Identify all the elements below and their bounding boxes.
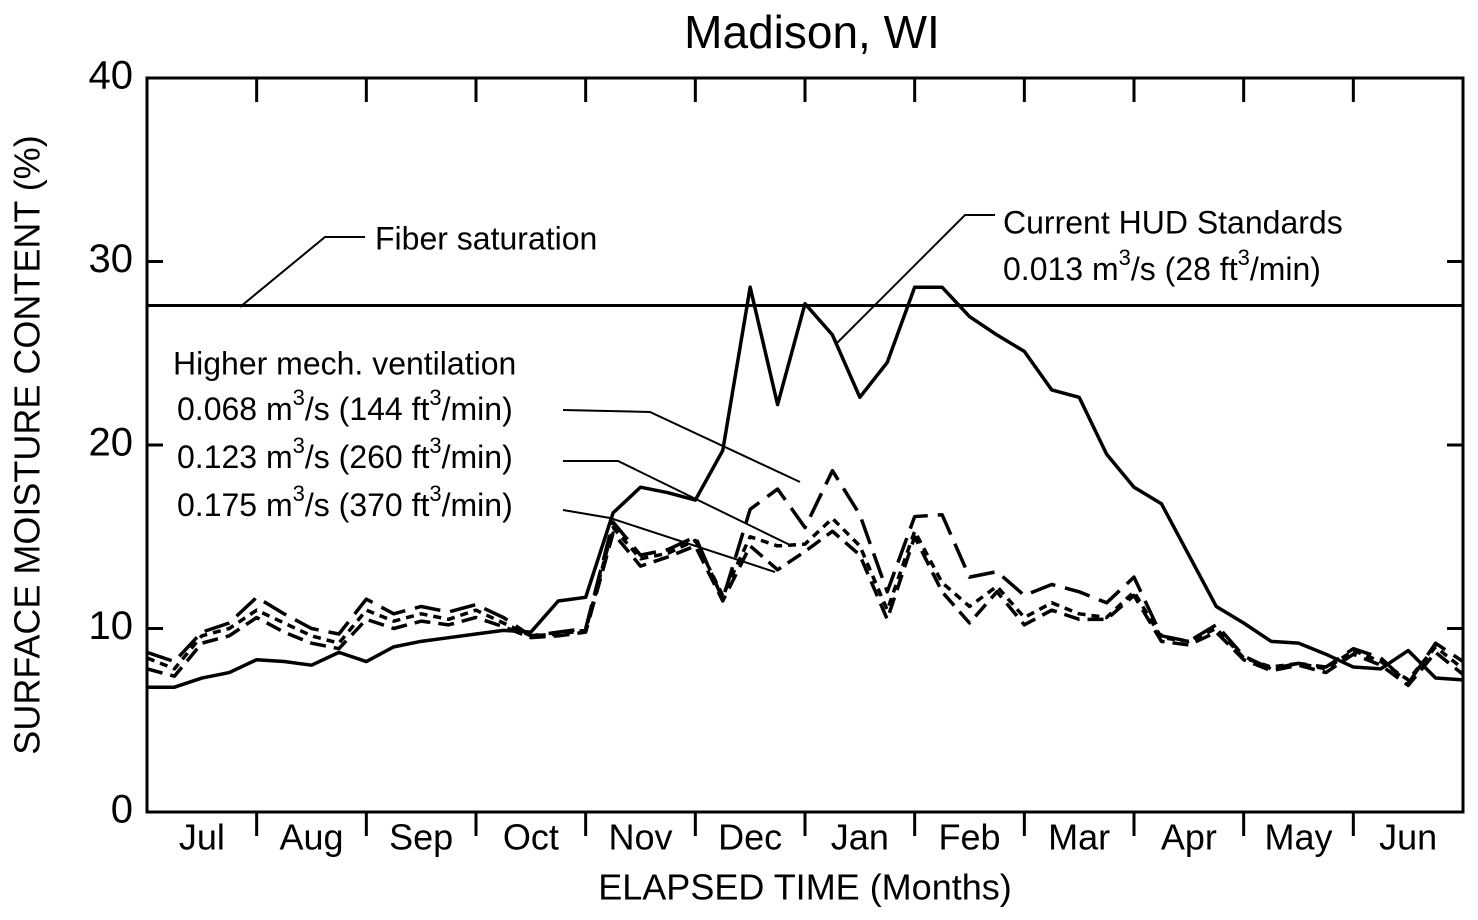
series-line xyxy=(146,529,1465,688)
series-label-part: /min) xyxy=(442,439,513,475)
y-tick-label: 10 xyxy=(89,604,134,648)
x-tick-label: Mar xyxy=(1048,817,1110,858)
leader-line xyxy=(563,460,791,546)
group-label: Higher mech. ventilation xyxy=(173,345,516,381)
series-label-part: /min) xyxy=(442,487,513,523)
series-label-part: 3 xyxy=(1119,245,1131,270)
series-label: 0.013 m3/s (28 ft3/min) xyxy=(1003,245,1321,287)
series-label-part: 0.068 m xyxy=(177,391,293,427)
x-tick-label: Dec xyxy=(718,817,782,858)
series-label-part: 3 xyxy=(1238,245,1250,270)
series-label-part: 3 xyxy=(429,433,441,458)
series-label-part: /s (28 ft xyxy=(1131,251,1238,287)
leader-line xyxy=(834,214,995,346)
x-tick-label: Oct xyxy=(503,817,559,858)
series-label-part: /min) xyxy=(1250,251,1321,287)
y-axis-label: SURFACE MOISTURE CONTENT (%) xyxy=(7,135,48,754)
y-tick-label: 40 xyxy=(89,54,134,98)
series-line xyxy=(146,468,1464,686)
standard-label: Current HUD Standards xyxy=(1003,204,1343,240)
x-axis-label: ELAPSED TIME (Months) xyxy=(598,867,1011,908)
series-label-part: 3 xyxy=(429,481,441,506)
y-tick-label: 20 xyxy=(89,421,134,465)
series-label: 0.175 m3/s (370 ft3/min) xyxy=(177,481,513,523)
reference-label: Fiber saturation xyxy=(375,220,597,256)
series-label-part: 0.123 m xyxy=(177,439,293,475)
x-tick-label: Jul xyxy=(179,817,225,858)
y-tick-label: 30 xyxy=(89,237,134,281)
series-line xyxy=(147,285,1464,689)
series-label-part: 0.013 m xyxy=(1003,251,1119,287)
x-tick-label: Jun xyxy=(1379,817,1437,858)
series-label-part: /min) xyxy=(442,391,513,427)
series-label-part: 3 xyxy=(293,481,305,506)
x-tick-label: Sep xyxy=(389,817,453,858)
x-tick-label: Feb xyxy=(938,817,1000,858)
leader-line xyxy=(239,236,365,308)
series-label: 0.068 m3/s (144 ft3/min) xyxy=(177,385,513,427)
series-label-part: 0.175 m xyxy=(177,487,293,523)
series-label-part: /s (260 ft xyxy=(305,439,430,475)
series-label-part: /s (144 ft xyxy=(305,391,430,427)
x-tick-label: Apr xyxy=(1161,817,1217,858)
series-label-part: 3 xyxy=(293,433,305,458)
y-tick-label: 0 xyxy=(111,788,133,832)
chart-title: Madison, WI xyxy=(684,6,940,58)
x-tick-label: Jan xyxy=(831,817,889,858)
leader-line xyxy=(562,409,801,483)
series-label: 0.123 m3/s (260 ft3/min) xyxy=(177,433,513,475)
x-tick-label: Nov xyxy=(608,817,672,858)
series-label-part: 3 xyxy=(429,385,441,410)
series-label-part: /s (370 ft xyxy=(305,487,430,523)
series-line xyxy=(146,516,1465,682)
x-tick-label: May xyxy=(1264,817,1332,858)
x-tick-label: Aug xyxy=(279,817,343,858)
series-label-part: 3 xyxy=(293,385,305,410)
